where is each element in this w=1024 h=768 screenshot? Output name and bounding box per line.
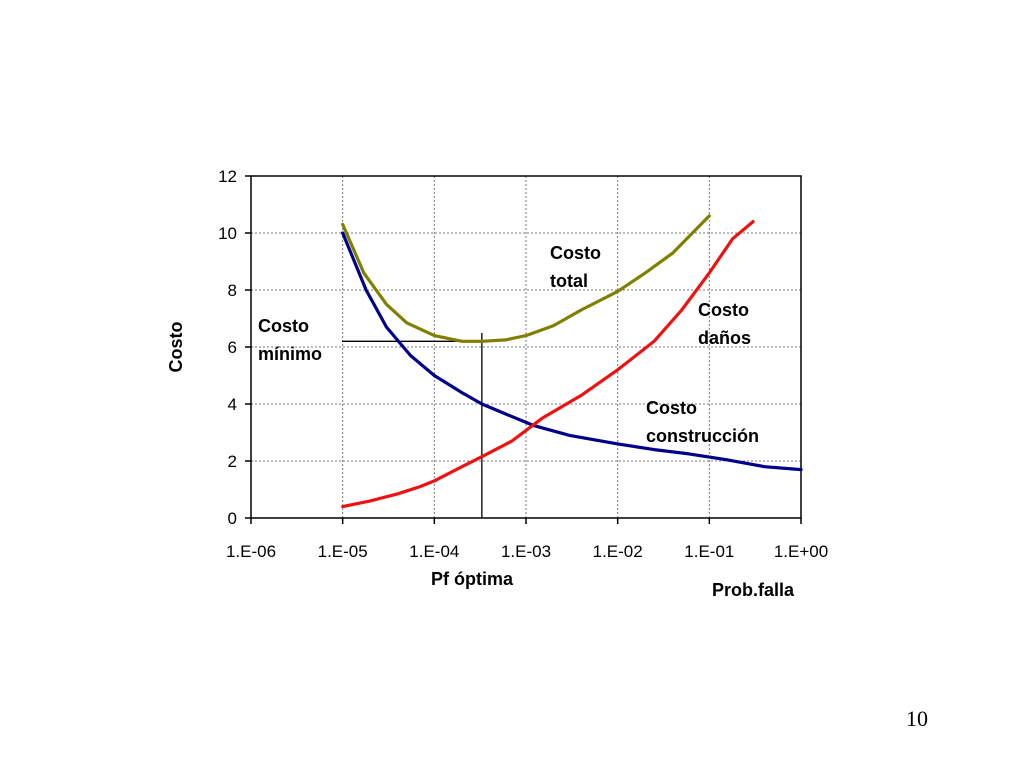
- series-costo-construccion: [341, 231, 803, 472]
- x-tick-label: 1.E-06: [226, 542, 276, 561]
- x-axis-title: Prob.falla: [712, 580, 795, 600]
- pf-optima-label: Pf óptima: [431, 569, 514, 589]
- series-costo-total: [341, 214, 711, 343]
- series-costo-danos: [341, 220, 755, 509]
- x-tick-label: 1.E-04: [409, 542, 459, 561]
- y-tick-label: 4: [228, 395, 237, 414]
- annotation-costo-minimo: Costo mínimo: [258, 316, 322, 364]
- x-tick-label: 1.E-05: [318, 542, 368, 561]
- x-tick-label: 1.E-01: [684, 542, 734, 561]
- annotation-line: Costo: [646, 398, 697, 418]
- annotation-line: construcción: [646, 426, 759, 446]
- annotation-line: total: [550, 271, 588, 291]
- annotation-costo-total: Costo total: [550, 243, 606, 291]
- x-tick-label: 1.E-02: [593, 542, 643, 561]
- x-tick-label: 1.E+00: [774, 542, 828, 561]
- annotation-line: Costo: [550, 243, 601, 263]
- axis-ticks: 0 2 4 6 8 10 12 1.E-06 1.E-05 1.E-04 1.E-03 1.E-02 1…: [218, 167, 828, 561]
- y-axis-title: Costo: [166, 322, 186, 373]
- annotation-line: Costo: [258, 316, 309, 336]
- y-tick-label: 10: [218, 224, 237, 243]
- y-tick-label: 6: [228, 338, 237, 357]
- annotation-line: mínimo: [258, 344, 322, 364]
- annotation-costo-construccion: Costo construcción: [646, 398, 759, 446]
- y-tick-label: 2: [228, 452, 237, 471]
- annotation-costo-danos: Costo daños: [698, 300, 754, 348]
- y-tick-label: 0: [228, 509, 237, 528]
- series-lines: [341, 214, 803, 509]
- y-tick-label: 12: [218, 167, 237, 186]
- x-tick-label: 1.E-03: [501, 542, 551, 561]
- annotation-line: daños: [698, 328, 751, 348]
- annotation-line: Costo: [698, 300, 749, 320]
- y-tick-label: 8: [228, 281, 237, 300]
- page-number: 10: [906, 706, 928, 731]
